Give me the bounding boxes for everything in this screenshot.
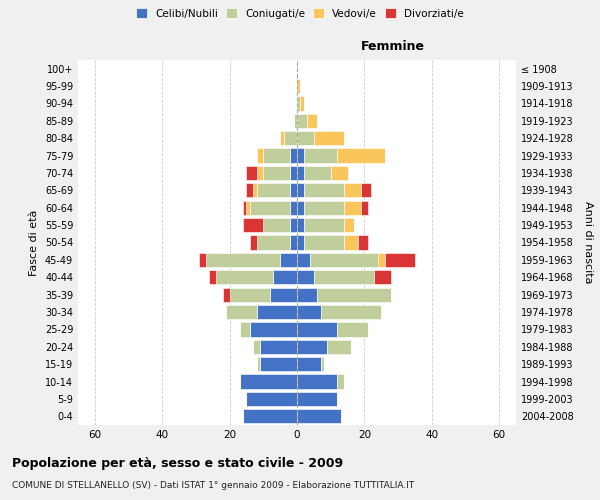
Bar (297, 340, 328, 354)
Bar (290, 200, 297, 215)
Bar (301, 96, 304, 110)
Bar (250, 322, 297, 336)
Bar (344, 200, 361, 215)
Bar (257, 148, 263, 162)
Bar (297, 200, 304, 215)
Bar (293, 114, 297, 128)
Bar (250, 236, 257, 250)
Bar (290, 218, 297, 232)
Bar (314, 270, 374, 284)
Bar (260, 340, 297, 354)
Bar (243, 200, 247, 215)
Bar (257, 183, 290, 198)
Bar (297, 79, 301, 93)
Bar (320, 357, 324, 372)
Bar (297, 148, 304, 162)
Bar (304, 183, 344, 198)
Legend: Celibi/Nubili, Coniugati/e, Vedovi/e, Divorziati/e: Celibi/Nubili, Coniugati/e, Vedovi/e, Di… (133, 5, 467, 21)
Bar (297, 270, 314, 284)
Bar (274, 270, 297, 284)
Bar (304, 200, 344, 215)
Bar (226, 305, 257, 319)
Bar (257, 357, 260, 372)
Text: Popolazione per età, sesso e stato civile - 2009: Popolazione per età, sesso e stato civil… (12, 458, 343, 470)
Bar (297, 253, 310, 267)
Y-axis label: Anni di nascita: Anni di nascita (583, 201, 593, 284)
Text: Femmine: Femmine (361, 40, 425, 52)
Bar (263, 218, 290, 232)
Bar (297, 96, 301, 110)
Bar (314, 131, 344, 146)
Bar (290, 183, 297, 198)
Bar (206, 253, 280, 267)
Bar (310, 253, 378, 267)
Bar (361, 183, 371, 198)
Bar (230, 288, 270, 302)
Bar (216, 270, 274, 284)
Bar (320, 305, 381, 319)
Bar (304, 166, 331, 180)
Bar (247, 183, 253, 198)
Bar (240, 322, 250, 336)
Bar (290, 236, 297, 250)
Bar (344, 218, 354, 232)
Bar (331, 166, 347, 180)
Bar (297, 374, 337, 388)
Text: COMUNE DI STELLANELLO (SV) - Dati ISTAT 1° gennaio 2009 - Elaborazione TUTTITALI: COMUNE DI STELLANELLO (SV) - Dati ISTAT … (12, 481, 414, 490)
Bar (253, 183, 257, 198)
Bar (263, 166, 290, 180)
Bar (385, 253, 415, 267)
Bar (297, 166, 304, 180)
Bar (328, 340, 351, 354)
Bar (243, 218, 263, 232)
Bar (317, 288, 391, 302)
Bar (243, 409, 297, 424)
Bar (337, 374, 344, 388)
Y-axis label: Fasce di età: Fasce di età (29, 210, 39, 276)
Bar (290, 166, 297, 180)
Bar (247, 392, 297, 406)
Bar (290, 148, 297, 162)
Bar (209, 270, 216, 284)
Bar (247, 166, 257, 180)
Bar (280, 131, 284, 146)
Bar (297, 392, 337, 406)
Bar (223, 288, 230, 302)
Bar (337, 148, 385, 162)
Bar (284, 131, 297, 146)
Bar (378, 253, 385, 267)
Bar (247, 200, 250, 215)
Bar (297, 218, 304, 232)
Bar (304, 148, 337, 162)
Bar (257, 236, 290, 250)
Bar (280, 253, 297, 267)
Bar (270, 288, 297, 302)
Bar (250, 200, 290, 215)
Bar (307, 114, 317, 128)
Bar (257, 305, 297, 319)
Bar (297, 305, 320, 319)
Bar (260, 357, 297, 372)
Bar (263, 148, 290, 162)
Bar (361, 200, 368, 215)
Bar (297, 236, 304, 250)
Bar (297, 114, 307, 128)
Bar (374, 270, 391, 284)
Bar (297, 322, 337, 336)
Bar (297, 288, 317, 302)
Bar (257, 166, 263, 180)
Bar (297, 131, 314, 146)
Bar (304, 236, 344, 250)
Bar (344, 236, 358, 250)
Bar (337, 322, 368, 336)
Bar (240, 374, 297, 388)
Bar (199, 253, 206, 267)
Bar (358, 236, 368, 250)
Bar (297, 183, 304, 198)
Bar (344, 183, 361, 198)
Bar (297, 357, 320, 372)
Bar (297, 409, 341, 424)
Bar (253, 340, 260, 354)
Bar (304, 218, 344, 232)
